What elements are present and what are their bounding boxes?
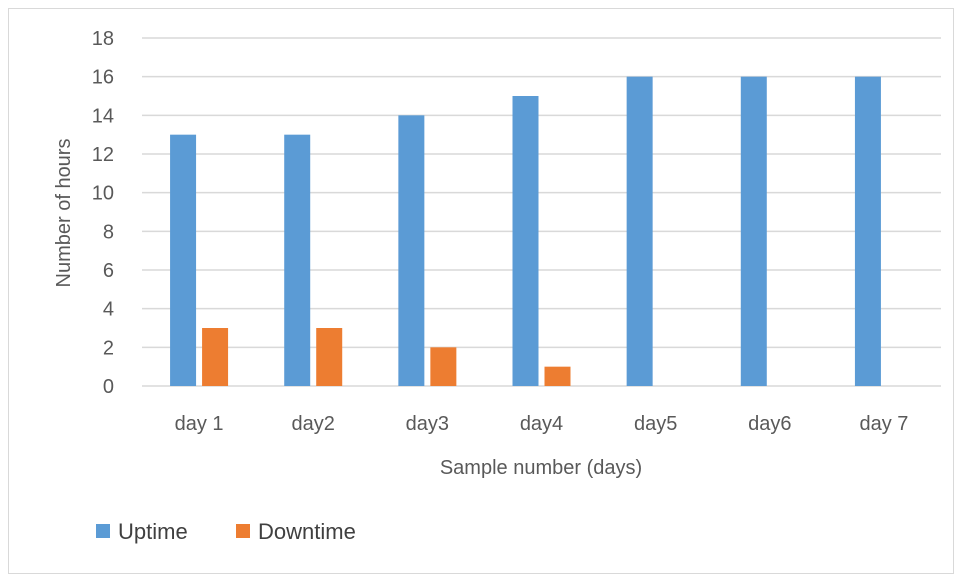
y-tick-label: 4 [103,299,114,321]
bar-downtime [202,328,229,386]
y-tick-label: 12 [92,144,114,166]
bar-uptime [398,115,425,386]
y-tick-label: 8 [103,221,114,243]
y-tick-label: 18 [92,28,114,50]
legend-swatch-uptime [96,524,110,538]
y-tick-label: 2 [103,337,114,359]
x-tick-label: day 7 [859,413,908,435]
bar-downtime [544,366,571,386]
x-tick-label: day4 [520,413,563,435]
bar-uptime [854,76,881,387]
y-tick-label: 16 [92,67,114,89]
bar-uptime [740,76,767,387]
y-axis-title: Number of hours [53,139,75,288]
bar-downtime [430,347,457,386]
y-tick-label: 10 [92,183,114,205]
legend-label-uptime: Uptime [118,519,188,544]
bar-uptime [170,134,197,386]
y-tick-label: 14 [92,105,114,127]
legend-swatch-downtime [236,524,250,538]
y-axis-ticks: 0 2 4 6 8 10 12 14 16 18 [92,28,114,398]
x-tick-label: day2 [292,413,335,435]
legend: Uptime Downtime [96,519,356,544]
bars [170,76,881,387]
y-tick-label: 6 [103,260,114,282]
x-tick-label: day 1 [175,413,224,435]
bar-downtime [316,328,343,386]
y-tick-label: 0 [103,376,114,398]
legend-label-downtime: Downtime [258,519,356,544]
chart-container [8,8,954,574]
bar-uptime [512,96,539,386]
bar-uptime [626,76,653,387]
gridlines [142,37,941,387]
x-tick-label: day5 [634,413,677,435]
x-tick-label: day6 [748,413,791,435]
x-axis-ticks: day 1 day2 day3 day4 day5 day6 day 7 [175,413,909,435]
bar-uptime [284,134,311,386]
x-tick-label: day3 [406,413,449,435]
x-axis-title: Sample number (days) [440,457,642,479]
